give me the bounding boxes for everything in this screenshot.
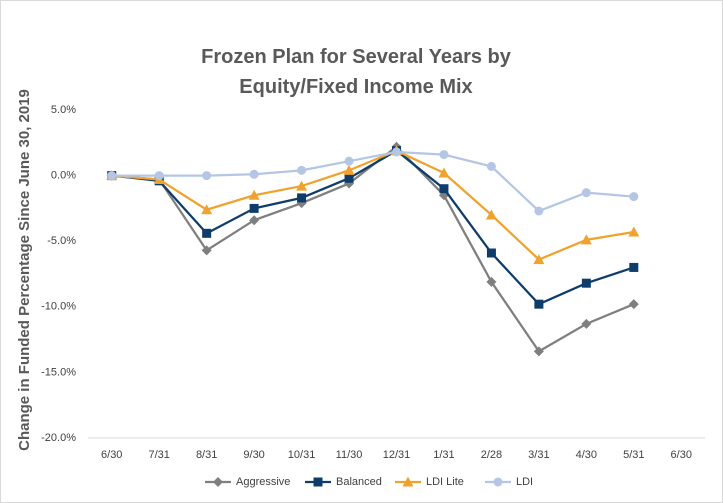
data-point	[534, 299, 544, 309]
y-tick-label: -15.0%	[41, 366, 76, 378]
y-tick-label: 0.0%	[51, 170, 76, 182]
x-tick-label: 4/30	[576, 449, 597, 461]
data-point	[296, 180, 308, 191]
x-tick-label: 12/31	[383, 449, 411, 461]
data-point	[344, 173, 354, 183]
series-line	[111, 149, 634, 261]
data-point	[581, 278, 591, 288]
data-point	[486, 276, 497, 287]
series-line	[111, 149, 635, 306]
data-point	[628, 299, 639, 310]
data-point	[202, 228, 212, 238]
data-point	[343, 164, 355, 175]
y-tick-label: -20.0%	[41, 432, 76, 444]
chart-title: Frozen Plan for Several Years by Equity/…	[201, 46, 511, 98]
x-tick-label: 3/31	[528, 449, 549, 461]
data-point	[107, 171, 117, 181]
x-tick-label: 9/30	[243, 449, 264, 461]
x-tick-label: 11/30	[336, 449, 363, 461]
legend-label: LDI Lite	[426, 476, 464, 488]
data-point	[248, 189, 260, 200]
y-tick-label: -5.0%	[47, 235, 76, 247]
legend-marker	[213, 477, 223, 487]
data-point	[344, 156, 354, 166]
legend-marker	[402, 476, 414, 487]
data-point	[533, 346, 544, 357]
y-tick-label: 5.0%	[51, 104, 76, 116]
y-axis-label: Change in Funded Percentage Since June 3…	[16, 89, 33, 451]
data-point	[628, 226, 640, 237]
y-tick-label: -10.0%	[41, 301, 76, 313]
data-point	[534, 206, 544, 216]
series-line	[111, 150, 634, 213]
data-point	[249, 215, 260, 226]
x-tick-label: 6/30	[101, 449, 122, 461]
data-point	[201, 245, 212, 256]
data-point	[629, 262, 639, 272]
x-tick-label: 1/31	[433, 449, 454, 461]
data-point	[581, 318, 592, 329]
data-point	[392, 147, 401, 157]
x-tick-label: 10/31	[288, 449, 316, 461]
legend-label: Balanced	[336, 476, 382, 488]
data-point	[486, 248, 496, 258]
x-tick-label: 2/28	[481, 449, 502, 461]
data-point	[201, 204, 213, 215]
data-point	[202, 171, 212, 181]
data-point	[581, 188, 591, 198]
data-point	[439, 184, 449, 194]
data-point	[297, 165, 307, 175]
x-tick-label: 6/30	[671, 449, 692, 461]
legend-marker	[313, 477, 323, 487]
x-tick-label: 8/31	[196, 449, 217, 461]
data-point	[439, 150, 449, 160]
legend-label: LDI	[516, 476, 533, 488]
data-point	[249, 203, 259, 213]
data-point	[533, 254, 545, 265]
data-point	[438, 167, 450, 178]
data-point	[297, 193, 307, 203]
x-tick-label: 5/31	[623, 449, 644, 461]
data-point	[249, 169, 259, 179]
data-point	[580, 234, 592, 245]
data-point	[629, 192, 639, 202]
data-point	[485, 209, 497, 220]
legend-label: Aggressive	[236, 476, 290, 488]
data-point	[486, 161, 496, 171]
legend-marker	[493, 477, 503, 487]
data-point	[154, 171, 164, 181]
x-tick-label: 7/31	[148, 449, 169, 461]
